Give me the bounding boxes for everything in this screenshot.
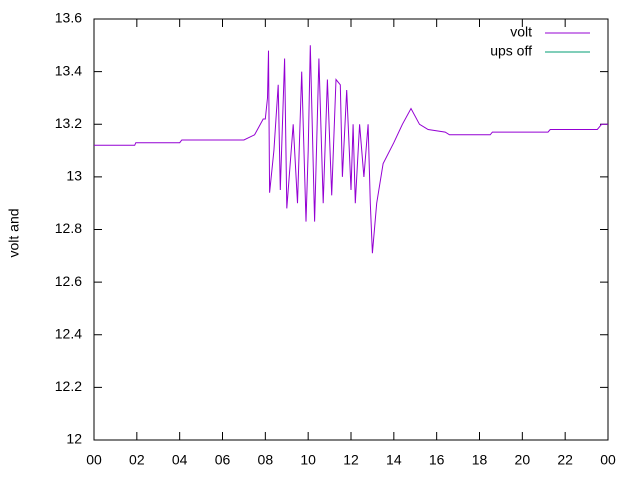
y-axis-label: volt and — [6, 208, 22, 257]
y-tick-label: 13 — [66, 168, 82, 184]
legend-label: volt — [510, 24, 532, 40]
plot-frame — [93, 18, 609, 441]
y-tick-label: 12.4 — [55, 325, 82, 341]
x-tick-label: 00 — [86, 452, 102, 468]
legend-label: ups off — [490, 43, 532, 59]
x-tick-label: 08 — [258, 452, 274, 468]
x-tick-label: 04 — [172, 452, 188, 468]
x-tick-label: 14 — [386, 452, 402, 468]
x-tick-label: 16 — [429, 452, 445, 468]
y-tick-label: 12.6 — [55, 273, 82, 289]
y-tick-label: 12.8 — [55, 220, 82, 236]
y-tick-label: 13.6 — [55, 10, 82, 26]
y-tick-label: 12.2 — [55, 378, 82, 394]
x-tick-label: 00 — [600, 452, 616, 468]
x-tick-label: 18 — [472, 452, 488, 468]
x-tick-label: 20 — [515, 452, 531, 468]
x-tick-label: 10 — [300, 452, 316, 468]
x-tick-label: 06 — [215, 452, 231, 468]
y-tick-label: 13.4 — [55, 62, 82, 78]
x-tick-label: 22 — [557, 452, 573, 468]
y-tick-label: 12 — [66, 431, 82, 447]
series-line — [94, 45, 608, 254]
y-tick-label: 13.2 — [55, 115, 82, 131]
x-tick-label: 02 — [129, 452, 145, 468]
x-tick-label: 12 — [343, 452, 359, 468]
